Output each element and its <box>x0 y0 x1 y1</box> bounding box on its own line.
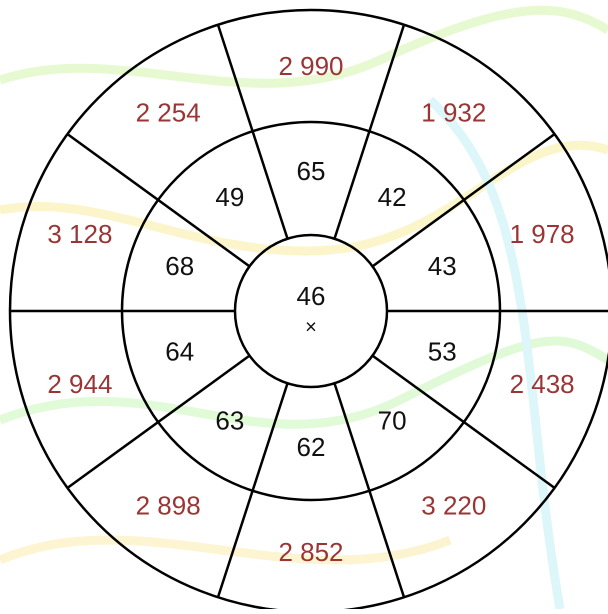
outer-number: 1 932 <box>421 97 486 127</box>
labels: 65 42 43 53 70 62 63 64 68 49 2 990 1 932 1 978 2 438… <box>47 51 574 567</box>
inner-number: 43 <box>428 251 457 281</box>
ring <box>235 235 387 387</box>
outer-number: 1 978 <box>510 219 575 249</box>
outer-number: 2 852 <box>278 537 343 567</box>
inner-number: 65 <box>297 156 326 186</box>
outer-number: 3 220 <box>421 490 486 520</box>
outer-number: 2 944 <box>47 369 112 399</box>
inner-number: 63 <box>215 406 244 436</box>
inner-number: 70 <box>378 406 407 436</box>
inner-number: 49 <box>215 182 244 212</box>
inner-number: 42 <box>378 182 407 212</box>
outer-number: 2 438 <box>510 369 575 399</box>
inner-number: 64 <box>165 337 194 367</box>
inner-number: 68 <box>165 251 194 281</box>
puzzle-wheel: 65 42 43 53 70 62 63 64 68 49 2 990 1 932 1 978 2 438… <box>0 0 608 609</box>
outer-number: 2 898 <box>136 490 201 520</box>
center-number: 46 <box>297 281 326 311</box>
outer-number: 2 990 <box>278 51 343 81</box>
center-mark: × <box>305 316 317 338</box>
inner-number: 62 <box>297 432 326 462</box>
outer-number: 3 128 <box>47 219 112 249</box>
outer-number: 2 254 <box>136 97 201 127</box>
page: {"center": {"value": "46", "mark": "×"},… <box>0 0 608 609</box>
inner-number: 53 <box>428 337 457 367</box>
